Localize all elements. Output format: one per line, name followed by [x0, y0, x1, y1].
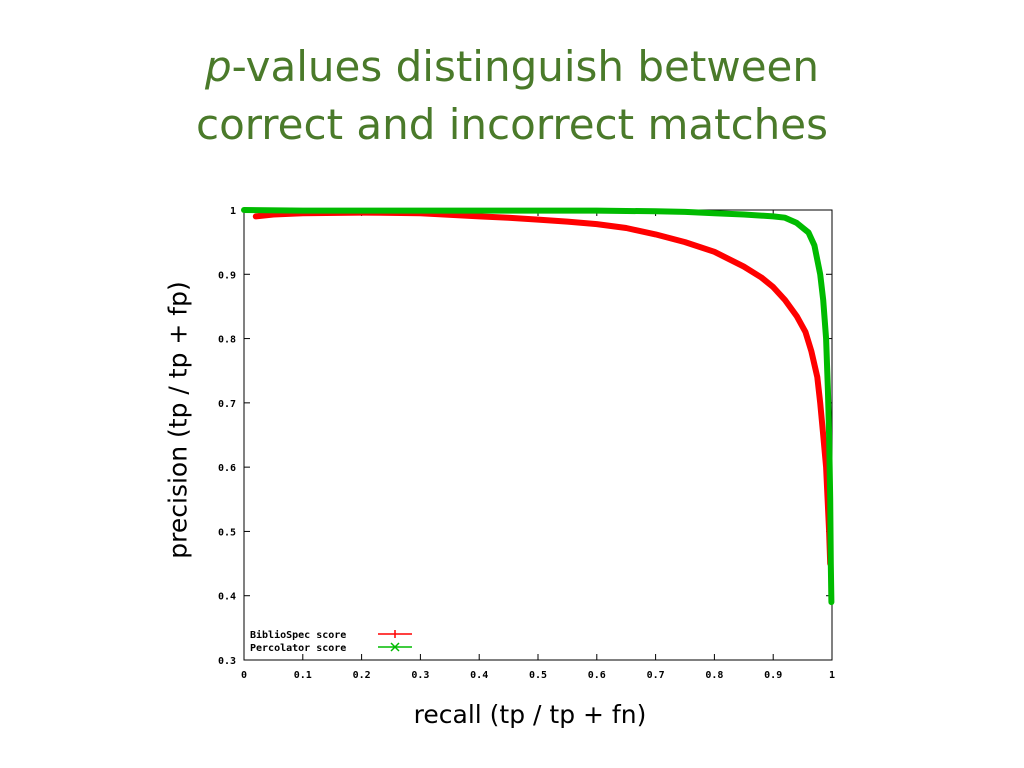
data-point	[271, 213, 275, 216]
title-line2: correct and incorrect matches	[195, 100, 829, 149]
y-tick-label: 0.6	[218, 463, 236, 474]
data-point	[254, 214, 258, 218]
data-point	[783, 298, 787, 302]
x-tick-label: 0.3	[411, 670, 429, 681]
data-point	[712, 211, 716, 215]
x-tick-label: 0.6	[588, 670, 606, 681]
data-point	[826, 388, 830, 392]
data-point	[683, 210, 687, 214]
x-tick-label: 0.1	[294, 670, 312, 681]
plot-frame	[243, 209, 833, 661]
y-tick-label: 0.3	[218, 656, 236, 667]
x-tick-label: 0.2	[353, 670, 371, 681]
data-point	[783, 216, 787, 220]
data-point	[536, 209, 540, 213]
x-tick-label: 0.9	[764, 670, 782, 681]
x-axis-label: recall (tp / tp + fn)	[413, 700, 647, 729]
y-tick-label: 0.8	[218, 335, 236, 346]
y-tick-label: 0.7	[218, 399, 236, 410]
y-tick-label: 0.9	[218, 270, 236, 281]
title-line1-rest: -values distinguish between	[231, 42, 820, 91]
data-point	[536, 218, 540, 222]
y-tick-label: 0.5	[218, 527, 236, 538]
data-point	[795, 314, 799, 318]
data-point	[827, 433, 831, 437]
data-point	[742, 265, 746, 269]
data-point	[301, 209, 305, 213]
x-ticks: 0 0.1 0.2 0.3 0.4 0.5 0.6 0.7 0.8 0.9 1	[241, 210, 835, 681]
data-point	[624, 226, 628, 230]
data-point	[795, 221, 799, 225]
data-point	[242, 208, 246, 212]
y-tick-label: 1	[230, 206, 236, 217]
data-point	[595, 222, 599, 226]
x-tick-label: 0.7	[647, 670, 665, 681]
data-point	[815, 375, 819, 379]
data-point	[804, 330, 808, 334]
data-point	[654, 209, 658, 213]
data-point	[771, 214, 775, 218]
data-point	[821, 298, 825, 302]
data-point	[507, 216, 511, 220]
data-point	[418, 209, 422, 213]
data-point	[806, 231, 810, 234]
data-point	[828, 497, 832, 501]
legend: BiblioSpec score Percolator score	[250, 629, 412, 654]
data-point	[712, 250, 716, 254]
y-ticks: 0.3 0.4 0.5 0.6 0.7 0.8 0.9 1	[218, 206, 832, 667]
x-tick-label: 0.8	[705, 670, 723, 681]
data-point	[759, 276, 763, 279]
data-point	[824, 337, 828, 341]
data-point	[360, 209, 364, 213]
data-point	[829, 562, 833, 566]
data-point	[809, 349, 813, 353]
legend-label: BiblioSpec score	[250, 629, 346, 641]
data-point	[771, 285, 775, 289]
data-point	[477, 214, 481, 218]
data-point	[742, 213, 746, 216]
title-italic-p: p	[204, 42, 232, 91]
x-tick-label: 0.5	[529, 670, 547, 681]
series-layer	[241, 207, 835, 606]
data-point	[683, 240, 687, 244]
data-point	[812, 243, 816, 247]
data-point	[654, 232, 658, 236]
x-tick-label: 0.4	[470, 670, 488, 681]
data-point	[818, 401, 822, 405]
x-tick-label: 0	[241, 670, 247, 681]
legend-marker-x	[390, 642, 400, 652]
data-point	[821, 433, 825, 437]
data-point	[818, 272, 822, 276]
data-point	[829, 600, 833, 604]
y-tick-label: 0.4	[218, 592, 236, 603]
data-point	[477, 209, 481, 213]
data-point	[565, 220, 569, 224]
legend-label: Percolator score	[250, 643, 346, 654]
x-tick-label: 1	[829, 670, 835, 681]
series-line-2	[241, 207, 835, 606]
data-point	[595, 209, 599, 213]
slide-title: p-values distinguish between correct and…	[0, 38, 1024, 154]
